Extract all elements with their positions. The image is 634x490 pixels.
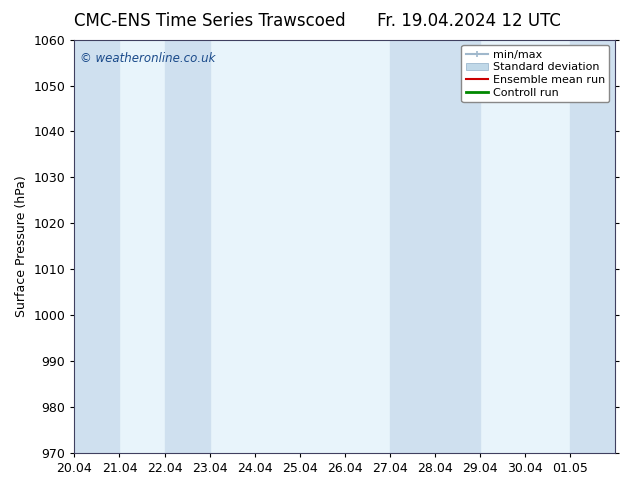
Y-axis label: Surface Pressure (hPa): Surface Pressure (hPa) — [15, 175, 28, 317]
Bar — [390, 40, 480, 453]
Bar — [74, 40, 119, 453]
Bar — [164, 40, 210, 453]
Bar — [570, 40, 615, 453]
Text: © weatheronline.co.uk: © weatheronline.co.uk — [80, 52, 215, 65]
Text: CMC-ENS Time Series Trawscoed      Fr. 19.04.2024 12 UTC: CMC-ENS Time Series Trawscoed Fr. 19.04.… — [74, 12, 560, 30]
Legend: min/max, Standard deviation, Ensemble mean run, Controll run: min/max, Standard deviation, Ensemble me… — [462, 45, 609, 102]
